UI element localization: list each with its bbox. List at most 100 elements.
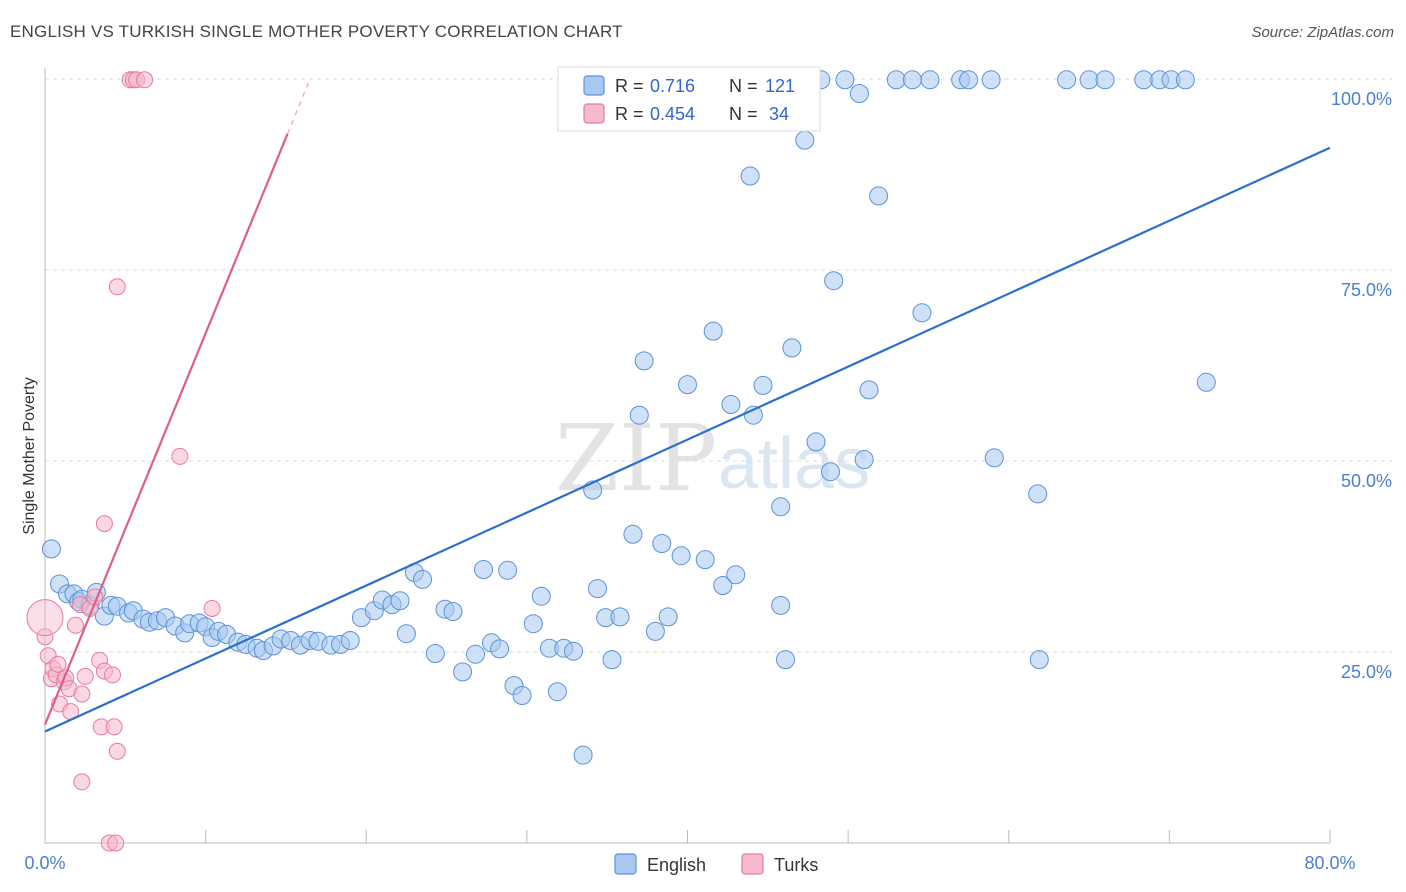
legend-turks-r-label: R = bbox=[615, 104, 644, 124]
trendlines bbox=[43, 78, 1331, 733]
turks-point-5 bbox=[49, 655, 67, 673]
y-axis-label: Single Mother Poverty bbox=[21, 377, 38, 534]
english-point-116 bbox=[1134, 70, 1154, 90]
english-point-70 bbox=[629, 405, 649, 425]
turks-point-33 bbox=[203, 600, 221, 617]
english-point-65 bbox=[588, 579, 607, 599]
english-point-46 bbox=[425, 644, 445, 663]
english-point-53 bbox=[490, 639, 510, 659]
legend-english-r-value: 0.716 bbox=[650, 76, 695, 96]
english-point-74 bbox=[658, 607, 678, 627]
turks-point-25 bbox=[104, 666, 121, 684]
english-point-51 bbox=[474, 560, 493, 579]
english-point-43 bbox=[396, 624, 416, 644]
english-point-45 bbox=[413, 569, 432, 589]
english-point-119 bbox=[1175, 70, 1195, 90]
english-point-89 bbox=[771, 595, 791, 615]
english-point-76 bbox=[678, 375, 697, 395]
english-point-109 bbox=[981, 70, 1001, 90]
english-point-48 bbox=[443, 602, 463, 621]
english-point-112 bbox=[1029, 650, 1049, 670]
english-point-98 bbox=[835, 70, 855, 90]
english-point-49 bbox=[453, 662, 473, 682]
turks-point-14 bbox=[76, 667, 94, 685]
english-point-63 bbox=[573, 745, 593, 765]
english-point-97 bbox=[824, 271, 844, 291]
english-point-69 bbox=[623, 524, 643, 544]
english-point-0 bbox=[41, 539, 61, 559]
english-point-75 bbox=[671, 546, 691, 566]
turks-trendline-extension bbox=[286, 78, 311, 135]
turks-point-11 bbox=[67, 616, 84, 634]
turks-point-23 bbox=[105, 718, 123, 736]
turks-point-32 bbox=[171, 447, 189, 465]
english-point-110 bbox=[984, 448, 1004, 468]
english-point-99 bbox=[849, 84, 869, 103]
turks-point-24 bbox=[108, 742, 126, 760]
turks-point-19 bbox=[95, 515, 113, 533]
legend-turks-n-label: N = bbox=[729, 104, 758, 124]
english-point-57 bbox=[523, 614, 543, 634]
turks-point-26 bbox=[73, 773, 91, 791]
english-point-105 bbox=[912, 303, 932, 323]
series-legend: English Turks bbox=[614, 853, 818, 875]
y-tick-labels: 25.0% 50.0% 75.0% 100.0% bbox=[1331, 89, 1392, 682]
english-point-80 bbox=[721, 395, 741, 414]
source-credit: Source: ZipAtlas.com bbox=[1251, 24, 1394, 41]
legend-swatch-turks bbox=[583, 103, 605, 124]
english-point-108 bbox=[959, 70, 979, 90]
english-trendline bbox=[44, 146, 1331, 733]
english-point-85 bbox=[753, 375, 773, 395]
english-point-79 bbox=[713, 576, 733, 595]
turks-point-31 bbox=[136, 71, 154, 89]
english-point-115 bbox=[1095, 70, 1115, 90]
english-point-93 bbox=[795, 130, 815, 150]
turks-point-0 bbox=[36, 628, 54, 646]
english-point-71 bbox=[634, 351, 654, 371]
legend-turks-r-value: 0.454 bbox=[650, 104, 695, 124]
english-point-50 bbox=[466, 644, 485, 664]
english-point-37 bbox=[340, 631, 360, 650]
english-point-81 bbox=[726, 565, 746, 585]
english-point-73 bbox=[652, 534, 672, 553]
bottom-legend-turks: Turks bbox=[774, 855, 818, 875]
english-point-54 bbox=[498, 560, 518, 580]
english-point-67 bbox=[602, 650, 622, 670]
english-point-113 bbox=[1057, 70, 1077, 90]
chart-title: ENGLISH VS TURKISH SINGLE MOTHER POVERTY… bbox=[10, 22, 623, 41]
x-tick-label-min: 0.0% bbox=[24, 853, 65, 873]
english-point-94 bbox=[806, 432, 826, 452]
turks-point-large bbox=[26, 599, 64, 637]
bottom-legend-swatch-turks bbox=[741, 853, 764, 875]
english-point-101 bbox=[859, 380, 879, 400]
gridlines bbox=[45, 78, 1392, 653]
watermark-atlas: atlas bbox=[718, 424, 870, 504]
turks-trendline bbox=[43, 133, 289, 725]
x-tick-label-max: 80.0% bbox=[1304, 853, 1355, 873]
y-tick-label-75: 75.0% bbox=[1341, 280, 1392, 300]
legend-english-n-label: N = bbox=[729, 76, 758, 96]
english-point-91 bbox=[782, 338, 802, 358]
english-point-56 bbox=[512, 686, 532, 705]
turks-point-13 bbox=[73, 685, 91, 703]
english-point-96 bbox=[821, 462, 840, 482]
legend-turks-n-value: 34 bbox=[769, 104, 789, 124]
english-point-58 bbox=[531, 586, 551, 606]
english-point-62 bbox=[564, 641, 583, 661]
english-point-104 bbox=[902, 70, 922, 90]
english-point-82 bbox=[740, 166, 760, 186]
y-tick-label-100: 100.0% bbox=[1331, 89, 1392, 109]
english-point-60 bbox=[547, 682, 567, 702]
english-point-103 bbox=[886, 70, 906, 90]
legend-english-n-value: 121 bbox=[765, 76, 795, 96]
turks-point-27 bbox=[108, 278, 126, 296]
english-point-100 bbox=[854, 450, 874, 469]
english-point-106 bbox=[920, 70, 940, 90]
english-point-72 bbox=[645, 621, 665, 641]
bottom-legend-swatch-english bbox=[614, 853, 637, 875]
english-point-42 bbox=[390, 591, 410, 611]
y-tick-label-50: 50.0% bbox=[1341, 471, 1392, 491]
english-point-68 bbox=[610, 607, 630, 627]
english-point-120 bbox=[1196, 372, 1216, 392]
